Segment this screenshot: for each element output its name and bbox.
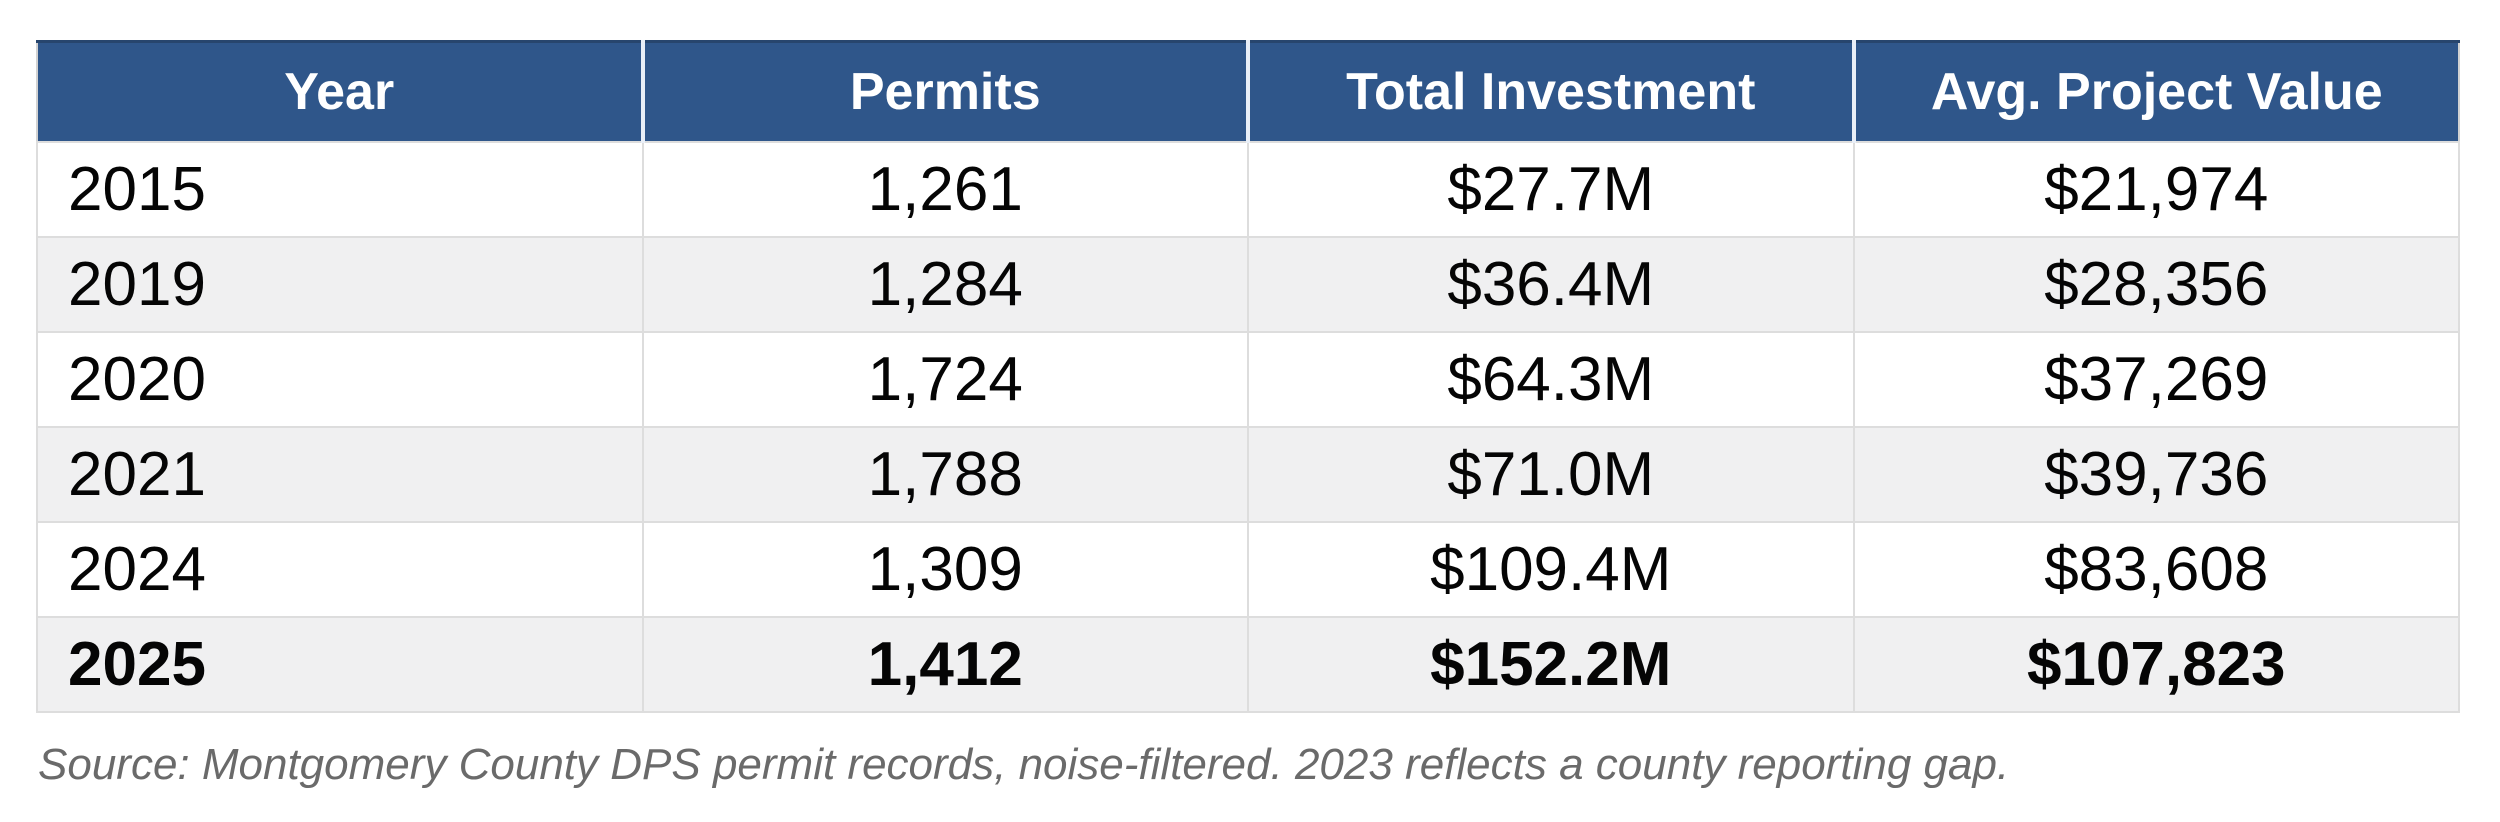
year-cell: 2025: [36, 615, 644, 713]
permits-cell: 1,261: [641, 140, 1249, 238]
investment-cell: $152.2M: [1247, 615, 1855, 713]
table-row-2015: 2015 1,261 $27.7M $21,974: [36, 140, 2460, 238]
source-note: Source: Montgomery County DPS permit rec…: [38, 739, 2010, 789]
header-row: Year Permits Total Investment Avg. Proje…: [37, 40, 2459, 142]
permits-cell: 1,284: [641, 235, 1249, 333]
year-cell: 2015: [36, 140, 644, 238]
table-row-2019: 2019 1,284 $36.4M $28,356: [36, 235, 2460, 333]
table-row-2020: 2020 1,724 $64.3M $37,269: [36, 330, 2460, 428]
year-cell: 2020: [36, 330, 644, 428]
table-row-2021: 2021 1,788 $71.0M $39,736: [36, 425, 2460, 523]
col-header-avg-project-value: Avg. Project Value: [1853, 40, 2459, 142]
avg-value-cell: $107,823: [1852, 615, 2460, 713]
avg-value-cell: $83,608: [1852, 520, 2460, 618]
permits-cell: 1,412: [641, 615, 1249, 713]
permits-data-table: Year Permits Total Investment Avg. Proje…: [36, 40, 2460, 713]
avg-value-cell: $21,974: [1852, 140, 2460, 238]
col-header-permits: Permits: [642, 40, 1250, 142]
investment-cell: $71.0M: [1247, 425, 1855, 523]
avg-value-cell: $39,736: [1852, 425, 2460, 523]
avg-value-cell: $28,356: [1852, 235, 2460, 333]
table-body: 2015 1,261 $27.7M $21,974 2019 1,284 $36…: [36, 140, 2460, 713]
year-cell: 2021: [36, 425, 644, 523]
table-row-2024: 2024 1,309 $109.4M $83,608: [36, 520, 2460, 618]
investment-cell: $109.4M: [1247, 520, 1855, 618]
col-header-total-investment: Total Investment: [1248, 40, 1856, 142]
permits-cell: 1,788: [641, 425, 1249, 523]
year-cell: 2024: [36, 520, 644, 618]
investment-cell: $27.7M: [1247, 140, 1855, 238]
table-header: Year Permits Total Investment Avg. Proje…: [37, 40, 2459, 142]
avg-value-cell: $37,269: [1852, 330, 2460, 428]
permits-cell: 1,309: [641, 520, 1249, 618]
investment-cell: $36.4M: [1247, 235, 1855, 333]
page-container: Year Permits Total Investment Avg. Proje…: [36, 40, 2460, 789]
col-header-year: Year: [37, 40, 645, 142]
year-cell: 2019: [36, 235, 644, 333]
investment-cell: $64.3M: [1247, 330, 1855, 428]
table-row-2025: 2025 1,412 $152.2M $107,823: [36, 615, 2460, 713]
permits-cell: 1,724: [641, 330, 1249, 428]
